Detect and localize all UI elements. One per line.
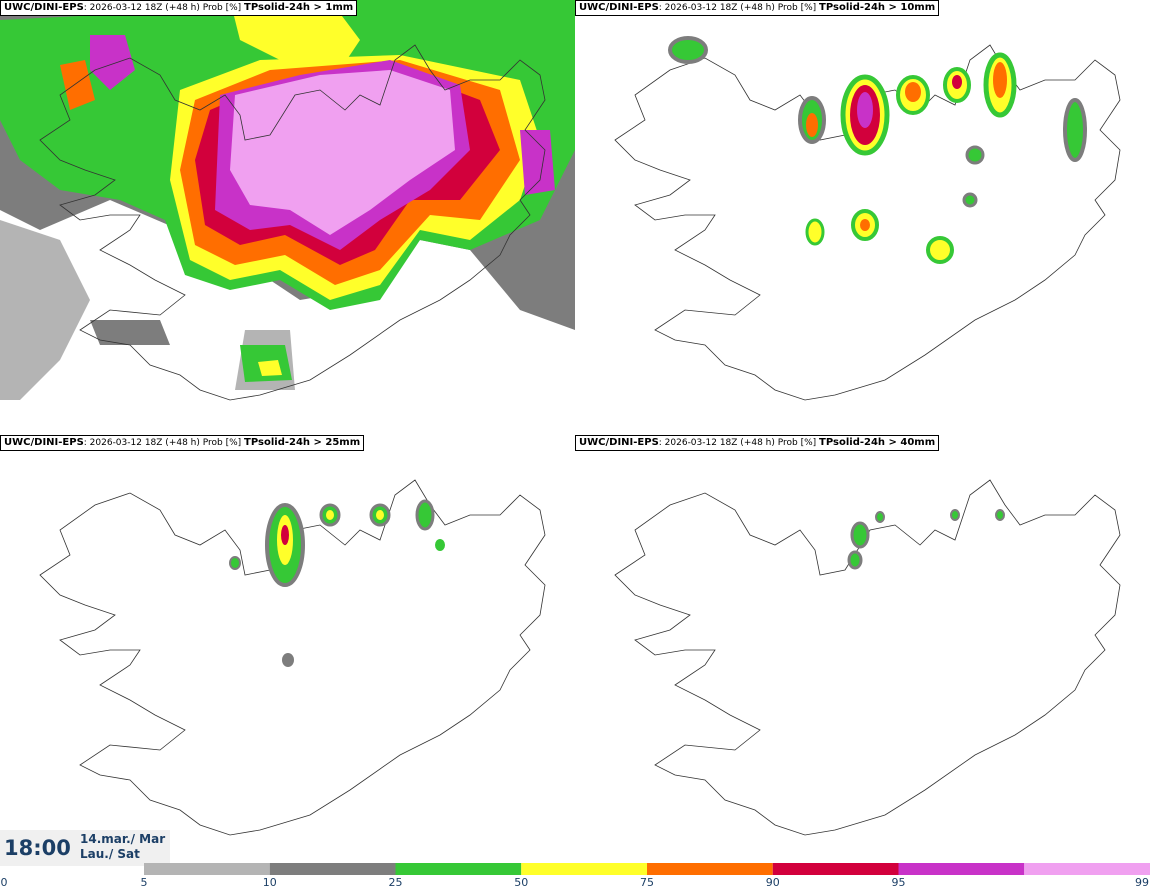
- colorbar-tick-label: 0: [0, 876, 8, 889]
- colorbar-tick-label: 25: [388, 876, 403, 889]
- map-panel-40mm: UWC/DINI-EPS: 2026-03-12 18Z (+48 h) Pro…: [575, 435, 1150, 865]
- valid-weekday: Lau./ Sat: [80, 847, 140, 861]
- probability-map-25mm: [39, 479, 546, 836]
- colorbar-segment: [395, 863, 522, 875]
- colorbar-tick-label: 50: [514, 876, 529, 889]
- probability-fields: [668, 36, 1087, 264]
- colorbar-tick-label: 90: [765, 876, 780, 889]
- colorbar-segment: [144, 863, 270, 875]
- probability-map-10mm: [614, 36, 1121, 401]
- colorbar-segment: [772, 863, 899, 875]
- panel-title: UWC/DINI-EPS: 2026-03-12 18Z (+48 h) Pro…: [575, 435, 940, 451]
- colorbar-segment: [1024, 863, 1150, 875]
- colorbar-segment: [521, 863, 647, 875]
- colorbar-tick-label: 95: [891, 876, 906, 889]
- valid-time: 18:00: [4, 836, 71, 860]
- valid-time-box: 18:00 14.mar./ Mar Lau./ Sat: [0, 830, 170, 866]
- map-panel-1mm: UWC/DINI-EPS: 2026-03-12 18Z (+48 h) Pro…: [0, 0, 575, 430]
- map-panel-10mm: UWC/DINI-EPS: 2026-03-12 18Z (+48 h) Pro…: [575, 0, 1150, 430]
- colorbar-tick-label: 75: [640, 876, 654, 889]
- probability-fields: [229, 499, 445, 667]
- colorbar-segment: [898, 863, 1025, 875]
- colorbar-tick-label: 99: [1135, 876, 1149, 889]
- colorbar-segment: [269, 863, 396, 875]
- probability-map-1mm: [0, 0, 575, 430]
- panel-title: UWC/DINI-EPS: 2026-03-12 18Z (+48 h) Pro…: [0, 435, 365, 451]
- colorbar-tick-label: 10: [262, 876, 277, 889]
- probability-fields: [847, 509, 1005, 570]
- panel-title: UWC/DINI-EPS: 2026-03-12 18Z (+48 h) Pro…: [0, 0, 358, 16]
- colorbar-segment: [647, 863, 773, 875]
- valid-date: 14.mar./ Mar: [80, 832, 166, 846]
- panel-title: UWC/DINI-EPS: 2026-03-12 18Z (+48 h) Pro…: [575, 0, 940, 16]
- probability-fields: [0, 0, 575, 382]
- probability-map-40mm: [614, 479, 1121, 836]
- probability-colorbar: [144, 863, 1150, 875]
- colorbar-tick-label: 5: [140, 876, 148, 889]
- map-panel-25mm: UWC/DINI-EPS: 2026-03-12 18Z (+48 h) Pro…: [0, 435, 575, 865]
